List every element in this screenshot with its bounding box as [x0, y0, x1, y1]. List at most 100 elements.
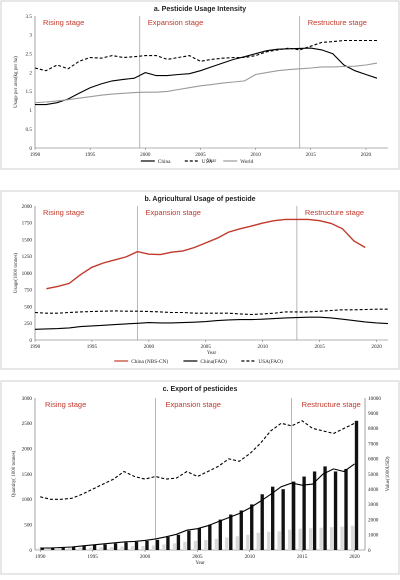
bar-black [312, 471, 317, 550]
bar-gray [162, 544, 166, 550]
x-tick-label: 2005 [201, 344, 212, 350]
y-tick-label: 3 [29, 33, 32, 39]
series-line-usa-fao- [34, 308, 388, 316]
bar-gray [204, 539, 208, 550]
bar-gray [172, 543, 177, 550]
chart-a: a. Pesticide Usage Intensity Rising stage… [0, 0, 400, 170]
stage-label: Expansion stage [165, 400, 220, 409]
x-tick-label: 2015 [306, 152, 317, 158]
y-right-tick-label: 2000 [368, 517, 379, 523]
y-tick-label: 2 [29, 70, 32, 76]
bar-gray [340, 526, 344, 550]
x-axis-label: Year [195, 561, 205, 566]
x-tick-label: 1990 [30, 152, 41, 158]
x-axis-label: Year [207, 159, 217, 164]
bar-black [323, 466, 327, 550]
y-right-tick-label: 6000 [368, 457, 379, 463]
bar-gray [130, 546, 135, 550]
legend-label: China(FAO) [200, 358, 227, 365]
y-tick-label: 2000 [22, 446, 33, 452]
bar-gray [288, 529, 292, 550]
y-tick-label: 1250 [22, 254, 33, 260]
bar-black [208, 524, 212, 550]
legend-label: USA(FAO) [258, 358, 283, 365]
series-line-china [35, 47, 378, 106]
x-tick-label: 2020 [361, 152, 372, 158]
bar-gray [267, 531, 271, 550]
y-tick-label: 3000 [22, 396, 33, 402]
x-tick-label: 2005 [195, 152, 206, 158]
bar-gray [225, 537, 229, 550]
bar-black [166, 536, 170, 550]
bar-black [155, 539, 160, 550]
x-tick-label: 1990 [30, 344, 41, 350]
y-tick-label: 2.5 [26, 52, 33, 58]
chart-b: b. Agricultural Usage of pesticide Rising… [0, 190, 400, 370]
x-tick-label: 2010 [250, 152, 261, 158]
bar-gray [350, 525, 355, 550]
x-tick-label: 1990 [35, 554, 46, 560]
bar-black [271, 486, 275, 550]
bar-gray [183, 541, 187, 550]
bar-gray [99, 547, 103, 550]
chart-title: a. Pesticide Usage Intensity [154, 6, 246, 13]
y-right-tick-label: 8000 [368, 426, 379, 432]
y-tick-label: 3.5 [26, 14, 33, 20]
panel-a: a. Pesticide Usage Intensity Rising stage… [0, 0, 400, 170]
y-tick-label: 250 [24, 321, 32, 327]
bar-gray [109, 546, 114, 550]
bar-black [250, 504, 254, 550]
y-right-tick-label: 7000 [368, 441, 379, 447]
y-axis-label: Usage per area(kg per ha) [14, 56, 19, 108]
x-tick-label: 2020 [371, 344, 382, 350]
x-tick-label: 2010 [245, 554, 256, 560]
bar-black [71, 546, 76, 550]
bar-black [197, 528, 202, 550]
y-right-tick-label: 1000 [368, 533, 379, 539]
bar-black [176, 534, 181, 550]
y-right-tick-label: 5000 [368, 472, 379, 478]
panel-frame [0, 190, 400, 370]
chart-c: c. Export of pesticides Rising stage Expan… [0, 380, 400, 575]
bar-black [344, 468, 348, 550]
bar-black [333, 471, 338, 550]
bar-gray [319, 527, 323, 550]
bar-gray [329, 527, 334, 550]
y-tick-label: 0 [29, 146, 32, 152]
bar-black [51, 547, 55, 550]
y-tick-label: 500 [24, 304, 32, 310]
bar-gray [88, 547, 93, 550]
bar-black [92, 544, 97, 550]
panel-b: b. Agricultural Usage of pesticide Rising… [0, 190, 400, 370]
x-tick-label: 2015 [297, 554, 308, 560]
legend-label: USA [202, 159, 213, 165]
y-right-tick-label: 4000 [368, 487, 379, 493]
stage-label: Restructure stage [305, 208, 364, 217]
y-right-tick-label: 9000 [368, 411, 379, 417]
y-tick-label: 1500 [22, 237, 33, 243]
chart-title: c. Export of pesticides [163, 386, 238, 393]
y-tick-label: 0 [29, 338, 32, 344]
bar-black [302, 476, 306, 550]
y-tick-label: 1 [29, 108, 32, 114]
bar-gray [47, 548, 51, 550]
bar-black [103, 544, 107, 550]
bar-gray [235, 536, 239, 550]
bar-gray [246, 534, 250, 550]
bar-gray [78, 547, 82, 550]
series-line-china [40, 463, 355, 549]
bar-gray [141, 545, 145, 550]
y-right-tick-label: 10000 [368, 396, 381, 402]
x-tick-label: 2000 [140, 152, 151, 158]
bar-black [260, 494, 264, 550]
y-tick-label: 1500 [22, 472, 33, 478]
y-tick-label: 1750 [22, 221, 33, 227]
bar-gray [151, 545, 156, 550]
x-tick-label: 1995 [85, 152, 96, 158]
y-tick-label: 750 [24, 288, 32, 294]
series-line-china-nbs-cn- [46, 218, 366, 290]
series-line-usa [34, 39, 377, 72]
series-line-world [34, 62, 378, 104]
y-tick-label: 0.5 [26, 127, 33, 133]
stage-label: Restructure stage [308, 18, 367, 27]
